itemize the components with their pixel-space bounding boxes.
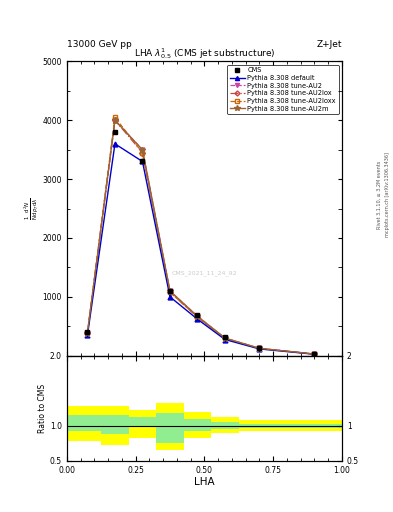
X-axis label: LHA: LHA — [194, 477, 215, 487]
Pythia 8.308 tune-AU2lox — [85, 330, 90, 336]
Pythia 8.308 default — [257, 346, 262, 352]
Text: Rivet 3.1.10, ≥ 3.2M events: Rivet 3.1.10, ≥ 3.2M events — [377, 160, 382, 229]
Text: CMS_2021_11_24_92: CMS_2021_11_24_92 — [172, 270, 237, 276]
Line: Pythia 8.308 tune-AU2loxx: Pythia 8.308 tune-AU2loxx — [85, 115, 316, 356]
Pythia 8.308 tune-AU2loxx — [113, 114, 118, 120]
Pythia 8.308 tune-AU2 — [312, 351, 317, 357]
Y-axis label: $\frac{1}{\mathrm{N}}\frac{\mathrm{d}^{2}N}{\mathrm{d}p_{T}\mathrm{d}\lambda}$: $\frac{1}{\mathrm{N}}\frac{\mathrm{d}^{2… — [22, 197, 40, 220]
Pythia 8.308 tune-AU2m — [312, 351, 317, 357]
CMS — [85, 329, 90, 335]
Pythia 8.308 default — [222, 336, 227, 343]
Pythia 8.308 tune-AU2lox — [222, 335, 227, 342]
Text: mcplots.cern.ch [arXiv:1306.3436]: mcplots.cern.ch [arXiv:1306.3436] — [385, 152, 389, 237]
Line: Pythia 8.308 tune-AU2: Pythia 8.308 tune-AU2 — [85, 118, 317, 356]
Pythia 8.308 default — [113, 141, 118, 147]
Pythia 8.308 tune-AU2lox — [312, 351, 317, 357]
Pythia 8.308 tune-AU2lox — [168, 289, 173, 295]
Text: 13000 GeV pp: 13000 GeV pp — [67, 39, 132, 49]
Pythia 8.308 default — [195, 316, 200, 322]
Legend: CMS, Pythia 8.308 default, Pythia 8.308 tune-AU2, Pythia 8.308 tune-AU2lox, Pyth: CMS, Pythia 8.308 default, Pythia 8.308 … — [228, 65, 339, 115]
Pythia 8.308 tune-AU2 — [257, 345, 262, 351]
Pythia 8.308 tune-AU2loxx — [140, 150, 145, 156]
CMS — [140, 158, 145, 164]
Pythia 8.308 tune-AU2 — [113, 117, 118, 123]
Pythia 8.308 tune-AU2m — [140, 146, 145, 153]
CMS — [312, 351, 317, 357]
Pythia 8.308 tune-AU2lox — [257, 345, 262, 351]
Pythia 8.308 tune-AU2 — [168, 288, 173, 294]
Line: CMS: CMS — [85, 130, 317, 356]
Pythia 8.308 tune-AU2 — [195, 313, 200, 319]
CMS — [257, 345, 262, 351]
Pythia 8.308 tune-AU2m — [222, 335, 227, 341]
Pythia 8.308 tune-AU2m — [168, 288, 173, 294]
Pythia 8.308 tune-AU2loxx — [312, 351, 317, 357]
Pythia 8.308 tune-AU2 — [222, 335, 227, 341]
CMS — [168, 288, 173, 294]
Pythia 8.308 default — [85, 332, 90, 338]
Line: Pythia 8.308 tune-AU2m: Pythia 8.308 tune-AU2m — [84, 117, 318, 357]
Pythia 8.308 tune-AU2m — [195, 313, 200, 319]
Pythia 8.308 tune-AU2loxx — [257, 345, 262, 351]
Pythia 8.308 tune-AU2loxx — [85, 330, 90, 336]
CMS — [195, 311, 200, 317]
Pythia 8.308 default — [140, 158, 145, 164]
Pythia 8.308 tune-AU2m — [85, 330, 90, 336]
Pythia 8.308 tune-AU2loxx — [195, 314, 200, 320]
Pythia 8.308 default — [168, 294, 173, 300]
Pythia 8.308 tune-AU2loxx — [222, 335, 227, 342]
CMS — [222, 334, 227, 340]
CMS — [113, 129, 118, 135]
Pythia 8.308 tune-AU2lox — [195, 314, 200, 320]
Pythia 8.308 tune-AU2loxx — [168, 289, 173, 295]
Y-axis label: Ratio to CMS: Ratio to CMS — [38, 383, 47, 433]
Pythia 8.308 tune-AU2 — [140, 146, 145, 153]
Pythia 8.308 tune-AU2m — [257, 345, 262, 351]
Pythia 8.308 default — [312, 351, 317, 357]
Pythia 8.308 tune-AU2lox — [140, 150, 145, 156]
Line: Pythia 8.308 tune-AU2lox: Pythia 8.308 tune-AU2lox — [85, 118, 316, 356]
Pythia 8.308 tune-AU2 — [85, 330, 90, 336]
Pythia 8.308 tune-AU2m — [113, 117, 118, 123]
Line: Pythia 8.308 default: Pythia 8.308 default — [85, 141, 317, 357]
Pythia 8.308 tune-AU2lox — [113, 117, 118, 123]
Title: LHA $\lambda^{1}_{0.5}$ (CMS jet substructure): LHA $\lambda^{1}_{0.5}$ (CMS jet substru… — [134, 47, 275, 61]
Text: Z+Jet: Z+Jet — [316, 39, 342, 49]
